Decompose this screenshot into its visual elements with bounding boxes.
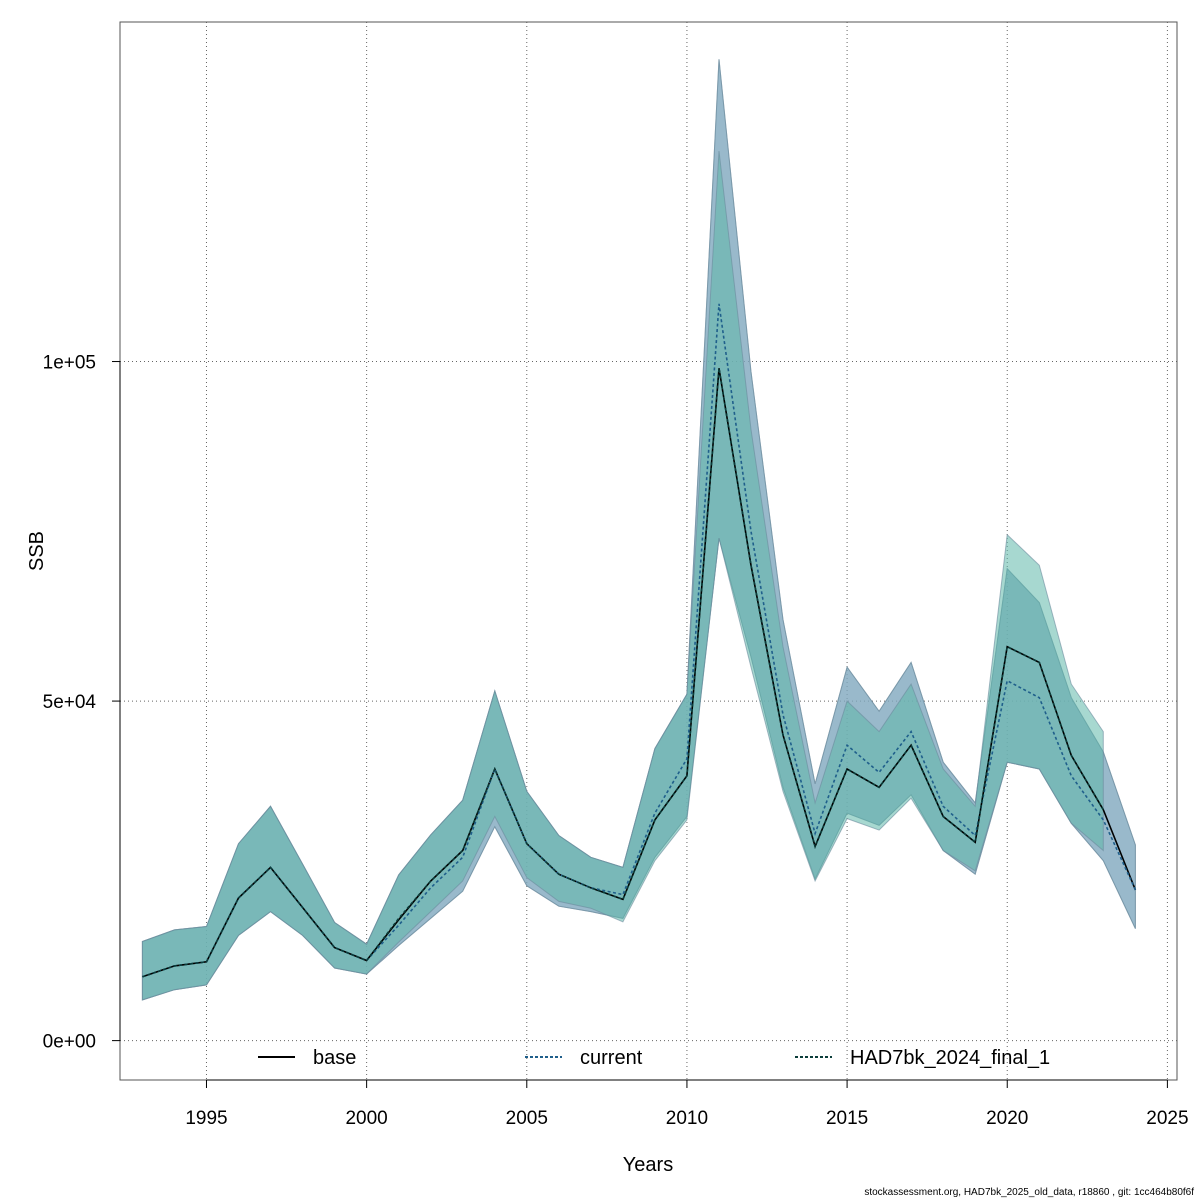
x-axis-title: Years — [623, 1154, 673, 1176]
legend: base current HAD7bk_2024_final_1 — [258, 1047, 1050, 1069]
y-tick-label: 5e+04 — [43, 692, 97, 713]
x-tick-label: 2025 — [1146, 1108, 1188, 1129]
series-line — [142, 368, 1104, 978]
x-tick-label: 1995 — [185, 1108, 227, 1129]
legend-label: base — [313, 1047, 356, 1069]
grid-lines — [120, 22, 1177, 1080]
x-tick-label: 2015 — [826, 1108, 868, 1129]
series-lines — [142, 303, 1137, 978]
x-tick-label: 2005 — [506, 1108, 548, 1129]
axes: 1995 2000 2005 2010 2015 2020 2025 0e+00 5e+04 1e… — [43, 353, 1189, 1129]
footer-note: stockassessment.org, HAD7bk_2025_old_dat… — [864, 1187, 1194, 1198]
y-axis-title: SSB — [26, 531, 48, 571]
confidence-band — [141, 150, 1104, 1001]
y-tick-label: 1e+05 — [43, 353, 96, 374]
legend-label: HAD7bk_2024_final_1 — [850, 1047, 1050, 1069]
x-tick-label: 2020 — [986, 1108, 1028, 1129]
x-tick-label: 2010 — [666, 1108, 708, 1129]
x-tick-label: 2000 — [345, 1108, 387, 1129]
legend-label: current — [580, 1047, 643, 1069]
confidence-bands — [141, 59, 1136, 1001]
y-tick-label: 0e+00 — [43, 1032, 96, 1053]
